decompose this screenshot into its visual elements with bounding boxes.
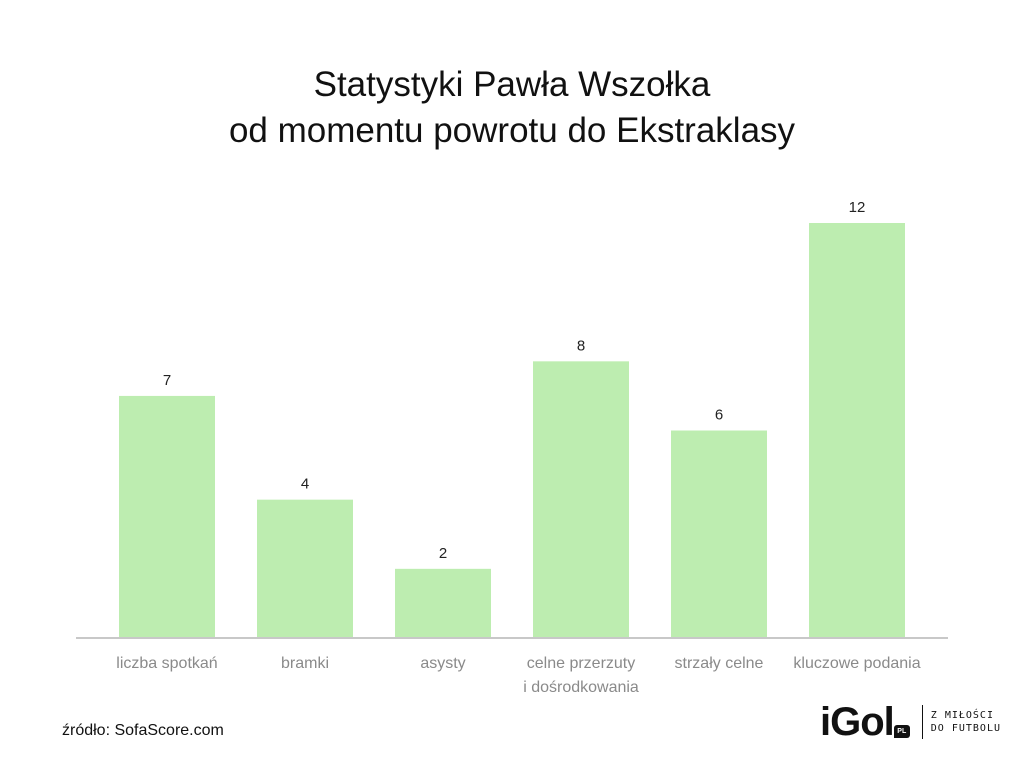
bar-value-label-1: 4 [301,476,309,493]
category-labels-group: liczba spotkań bramki asysty celne przerzut… [116,655,920,696]
category-label-3-line-1: celne przerzuty [527,655,636,672]
category-label-1: bramki [281,655,329,672]
category-label-2: asysty [420,655,465,672]
bar-4 [671,430,767,638]
category-label-4: strzały celne [675,655,764,672]
logo-tagline-line-1: Z MIŁOŚCI [930,710,994,721]
source-note: źródło: SofaScore.com [62,722,224,739]
chart-title-line-1: Statystyki Pawła Wszołka [313,65,711,104]
category-label-3-line-2: i dośrodkowania [523,679,639,696]
bar-value-label-3: 8 [577,337,585,354]
logo-divider [921,705,923,739]
chart-title-line-2: od momentu powrotu do Ekstraklasy [228,111,796,150]
logo-wordmark: iGol PL [820,700,910,744]
logo-tagline-line-2: DO FUTBOLU [930,723,1001,734]
igol-logo: iGol PL Z MIŁOŚCI DO FUTBOLU [820,700,1001,744]
bar-3 [533,361,629,638]
bars-group: 7 4 2 8 6 12 [119,199,905,638]
bar-5 [809,223,905,638]
logo-pl-badge: PL [893,725,910,738]
bar-1 [257,499,353,638]
bar-value-label-5: 12 [849,199,866,216]
bar-0 [119,395,215,638]
chart-title: Statystyki Pawła Wszołka od momentu powr… [0,62,1024,154]
bar-value-label-2: 2 [439,545,447,562]
bar-value-label-4: 6 [715,407,723,424]
bar-chart: 7 4 2 8 6 12 liczba spotkań bramki asysty celne … [76,199,948,696]
logo-text: iGol [820,700,895,744]
bar-value-label-0: 7 [163,372,171,389]
bar-2 [395,568,491,638]
category-label-5: kluczowe podania [793,655,920,672]
logo-tagline: Z MIŁOŚCI DO FUTBOLU [931,709,1001,735]
category-label-0: liczba spotkań [116,655,217,672]
